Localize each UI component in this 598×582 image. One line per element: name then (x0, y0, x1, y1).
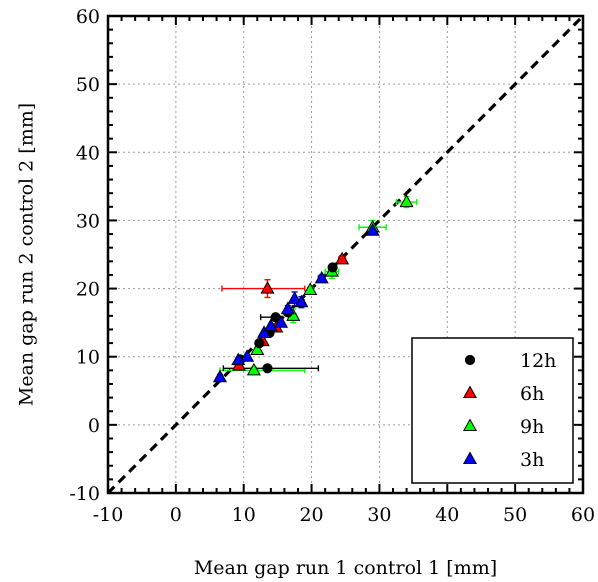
identity-reference-line (106, 14, 585, 495)
x-tick-label: 60 (571, 504, 595, 526)
x-tick-label: 30 (367, 504, 391, 526)
data-point-3h (263, 318, 278, 332)
data-point-3h (274, 315, 289, 328)
data-point-6h (335, 251, 350, 265)
plot-frame (106, 14, 585, 495)
data-point-12h (262, 363, 273, 374)
legend-box (411, 337, 574, 484)
data-point-3h (240, 349, 255, 362)
legend-label-12h: 12h (520, 350, 556, 372)
data-point-3h (287, 291, 302, 304)
data-point-9h (246, 362, 261, 376)
data-point-3h (212, 369, 227, 383)
y-tick-label: 10 (76, 347, 100, 369)
y-axis-title: Mean gap run 2 control 2 [mm] (16, 103, 38, 406)
legend-label-3h: 3h (520, 449, 544, 471)
y-tick-label: 60 (76, 6, 100, 28)
x-tick-label: 20 (299, 504, 323, 526)
data-point-3h (314, 270, 329, 284)
legend-label-9h: 9h (520, 416, 544, 438)
legend-marker-3h (462, 451, 478, 465)
y-tick-label: 50 (76, 74, 100, 96)
x-tick-label: 10 (232, 504, 256, 526)
axis-ticks (107, 15, 584, 494)
y-tick-label: 0 (88, 415, 100, 437)
data-markers (212, 194, 414, 383)
data-point-9h (399, 194, 414, 208)
y-tick-label: 40 (76, 142, 100, 164)
legend-marker-12h (464, 354, 476, 366)
y-tick-label: 20 (76, 279, 100, 301)
x-tick-label: 50 (503, 504, 527, 526)
data-point-9h (250, 342, 265, 355)
data-point-6h (260, 281, 275, 294)
data-point-9h (303, 282, 318, 295)
legend: 12h 6h 9h 3h (411, 337, 574, 484)
x-axis-title: Mean gap run 1 control 1 [mm] (194, 557, 497, 579)
data-point-3h (294, 294, 309, 308)
data-point-3h (231, 352, 246, 366)
data-point-12h (327, 262, 338, 273)
legend-marker-6h (462, 385, 478, 399)
y-tick-label: -10 (69, 483, 100, 505)
data-point-12h (254, 337, 265, 349)
data-point-3h (365, 223, 380, 236)
y-tick-label: 30 (76, 210, 100, 232)
legend-label-6h: 6h (520, 383, 544, 405)
y-tick-labels: -10 0 10 20 30 40 50 60 (69, 6, 100, 505)
x-tick-label: 40 (435, 504, 459, 526)
legend-marker-9h (462, 418, 478, 432)
x-tick-label: 0 (170, 504, 182, 526)
data-point-3h (257, 325, 272, 338)
data-point-3h (280, 301, 295, 315)
x-tick-labels: -10 0 10 20 30 40 50 60 (93, 504, 595, 526)
x-tick-label: -10 (93, 504, 124, 526)
